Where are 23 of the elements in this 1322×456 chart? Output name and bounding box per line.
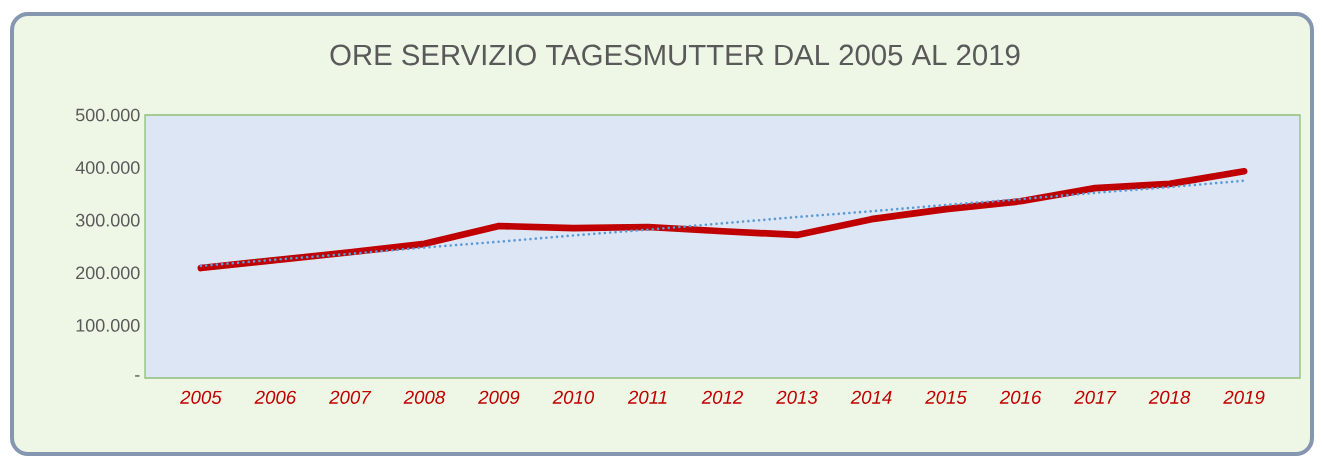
x-tick-label: 2010 — [552, 390, 595, 404]
x-tick-label: 2018 — [1148, 390, 1191, 404]
x-tick-label: 2006 — [254, 390, 297, 404]
x-tick-label: 2005 — [180, 390, 222, 404]
x-tick-label: 2013 — [776, 390, 818, 404]
y-tick-label: 100.000 — [76, 319, 140, 332]
x-tick-label: 2008 — [403, 390, 446, 404]
chart-title: ORE SERVIZIO TAGESMUTTER DAL 2005 AL 2019 — [330, 44, 1020, 66]
x-tick-label: 2011 — [627, 390, 667, 404]
y-tick-label: 400.000 — [75, 161, 140, 174]
x-tick-label: 2015 — [925, 390, 967, 404]
x-tick-label: 2007 — [329, 390, 372, 404]
x-tick-label: 2019 — [1223, 390, 1265, 404]
y-tick-label: 300.000 — [75, 213, 140, 227]
line-series — [199, 179, 1246, 268]
x-tick-label: 2017 — [1074, 390, 1117, 404]
y-tick-label: - — [135, 375, 140, 377]
y-tick-label: 500.000 — [75, 108, 140, 122]
x-tick-label: 2012 — [701, 390, 743, 404]
x-tick-label: 2009 — [478, 390, 520, 404]
x-tick-label: 2016 — [999, 390, 1042, 404]
y-tick-label: 200.000 — [76, 266, 140, 280]
x-tick-label: 2014 — [850, 390, 892, 404]
